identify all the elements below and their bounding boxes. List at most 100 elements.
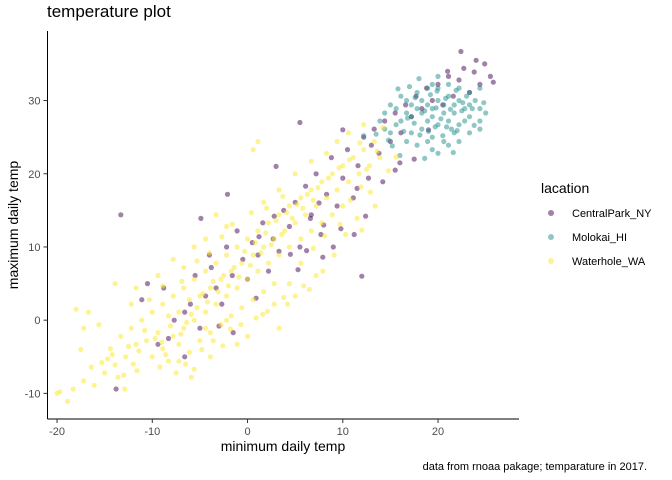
point-molokai-hi bbox=[401, 128, 407, 134]
point-waterhole-wa bbox=[346, 157, 353, 163]
point-centralpark-ny bbox=[445, 68, 451, 74]
point-molokai-hi bbox=[451, 102, 457, 108]
point-molokai-hi bbox=[434, 88, 440, 94]
point-waterhole-wa bbox=[308, 228, 314, 234]
point-molokai-hi bbox=[387, 102, 393, 108]
point-molokai-hi bbox=[414, 89, 420, 96]
point-waterhole-wa bbox=[181, 264, 187, 271]
point-centralpark-ny bbox=[328, 155, 334, 161]
point-waterhole-wa bbox=[357, 140, 363, 146]
point-waterhole-wa bbox=[303, 212, 309, 218]
point-waterhole-wa bbox=[263, 230, 269, 236]
point-waterhole-wa bbox=[191, 244, 197, 250]
point-waterhole-wa bbox=[159, 339, 165, 345]
point-waterhole-wa bbox=[329, 212, 335, 218]
point-waterhole-wa bbox=[385, 168, 392, 174]
point-molokai-hi bbox=[477, 106, 483, 112]
point-waterhole-wa bbox=[200, 291, 206, 297]
point-centralpark-ny bbox=[139, 297, 145, 303]
point-waterhole-wa bbox=[234, 341, 240, 347]
point-molokai-hi bbox=[466, 130, 473, 136]
point-waterhole-wa bbox=[210, 278, 216, 284]
point-waterhole-wa bbox=[142, 327, 148, 333]
point-waterhole-wa bbox=[271, 301, 277, 307]
point-waterhole-wa bbox=[73, 306, 79, 312]
point-molokai-hi bbox=[422, 155, 428, 161]
point-centralpark-ny bbox=[256, 234, 262, 240]
point-molokai-hi bbox=[411, 120, 417, 126]
point-waterhole-wa bbox=[191, 366, 197, 372]
point-waterhole-wa bbox=[261, 199, 267, 205]
point-waterhole-wa bbox=[170, 293, 176, 299]
point-molokai-hi bbox=[466, 102, 473, 108]
point-waterhole-wa bbox=[264, 205, 270, 211]
point-molokai-hi bbox=[404, 138, 410, 145]
point-waterhole-wa bbox=[229, 221, 235, 227]
point-waterhole-wa bbox=[157, 364, 163, 370]
point-waterhole-wa bbox=[354, 215, 360, 221]
point-waterhole-wa bbox=[213, 260, 219, 266]
point-centralpark-ny bbox=[450, 93, 456, 99]
point-centralpark-ny bbox=[445, 73, 452, 79]
point-waterhole-wa bbox=[250, 252, 256, 258]
point-waterhole-wa bbox=[155, 272, 161, 279]
point-molokai-hi bbox=[441, 110, 447, 116]
point-molokai-hi bbox=[408, 102, 414, 108]
point-waterhole-wa bbox=[160, 301, 166, 307]
point-centralpark-ny bbox=[198, 215, 204, 221]
point-waterhole-wa bbox=[227, 326, 233, 332]
point-molokai-hi bbox=[395, 86, 401, 92]
y-tick-label: -10 bbox=[25, 388, 41, 400]
point-centralpark-ny bbox=[230, 330, 236, 336]
point-waterhole-wa bbox=[133, 341, 139, 347]
point-waterhole-wa bbox=[298, 260, 304, 266]
point-molokai-hi bbox=[445, 142, 452, 148]
point-waterhole-wa bbox=[181, 285, 187, 291]
point-waterhole-wa bbox=[366, 163, 373, 169]
points-layer bbox=[54, 48, 496, 404]
point-waterhole-wa bbox=[81, 378, 87, 384]
point-waterhole-wa bbox=[85, 309, 92, 315]
point-molokai-hi bbox=[481, 100, 487, 106]
point-molokai-hi bbox=[429, 81, 435, 87]
x-tick-label: 10 bbox=[337, 426, 349, 438]
point-waterhole-wa bbox=[213, 212, 219, 218]
y-axis-title: maximum daily temp bbox=[5, 161, 21, 290]
point-waterhole-wa bbox=[308, 187, 314, 193]
point-waterhole-wa bbox=[176, 358, 182, 364]
point-waterhole-wa bbox=[315, 185, 321, 191]
point-molokai-hi bbox=[444, 124, 450, 130]
point-centralpark-ny bbox=[380, 179, 386, 185]
point-molokai-hi bbox=[454, 128, 460, 134]
point-waterhole-wa bbox=[244, 236, 251, 242]
point-waterhole-wa bbox=[304, 191, 311, 197]
point-waterhole-wa bbox=[215, 289, 221, 295]
point-waterhole-wa bbox=[292, 171, 298, 177]
point-centralpark-ny bbox=[461, 65, 467, 71]
point-centralpark-ny bbox=[286, 223, 292, 230]
point-molokai-hi bbox=[404, 110, 410, 116]
point-waterhole-wa bbox=[271, 281, 277, 287]
point-centralpark-ny bbox=[371, 126, 377, 132]
point-waterhole-wa bbox=[163, 352, 169, 358]
point-centralpark-ny bbox=[435, 81, 441, 87]
point-waterhole-wa bbox=[239, 305, 245, 311]
point-centralpark-ny bbox=[165, 335, 172, 342]
point-centralpark-ny bbox=[482, 61, 488, 67]
point-waterhole-wa bbox=[155, 330, 161, 336]
x-ticks: -20 -10 0 10 20 bbox=[49, 419, 444, 438]
point-waterhole-wa bbox=[343, 231, 349, 238]
point-molokai-hi bbox=[448, 126, 454, 132]
point-waterhole-wa bbox=[112, 281, 118, 287]
point-waterhole-wa bbox=[179, 278, 185, 284]
point-waterhole-wa bbox=[261, 244, 267, 250]
point-waterhole-wa bbox=[136, 348, 142, 354]
point-centralpark-ny bbox=[473, 57, 479, 63]
point-centralpark-ny bbox=[458, 48, 464, 55]
point-waterhole-wa bbox=[165, 313, 172, 319]
point-waterhole-wa bbox=[260, 311, 266, 317]
point-molokai-hi bbox=[373, 131, 379, 137]
point-molokai-hi bbox=[483, 110, 489, 116]
point-waterhole-wa bbox=[146, 297, 152, 303]
point-molokai-hi bbox=[414, 142, 420, 148]
